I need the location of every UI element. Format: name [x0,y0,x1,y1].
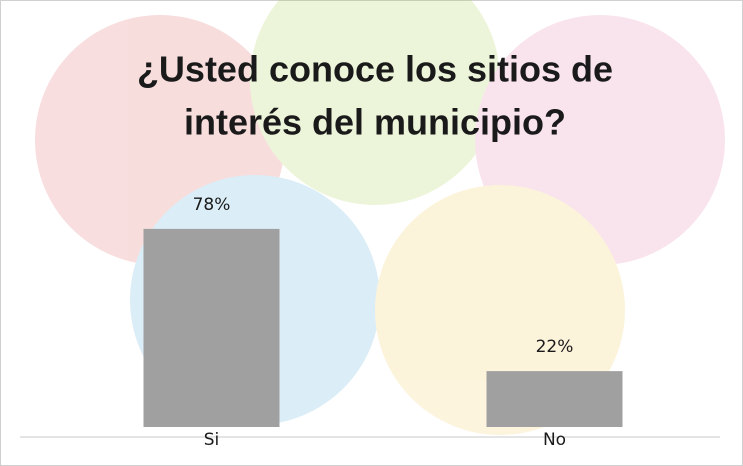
value-label: 78% [193,195,231,215]
x-tick-label: Si [204,430,220,450]
value-label: 22% [536,337,574,357]
bar [144,229,280,427]
chart: ¿Usted conoce los sitios de interés del … [0,0,743,466]
bar [487,371,623,427]
chart-title: interés del municipio? [184,102,566,143]
page: ¿Usted conoce los sitios de interés del … [0,0,743,466]
x-tick-label: No [543,430,566,450]
chart-title: ¿Usted conoce los sitios de [137,49,613,90]
